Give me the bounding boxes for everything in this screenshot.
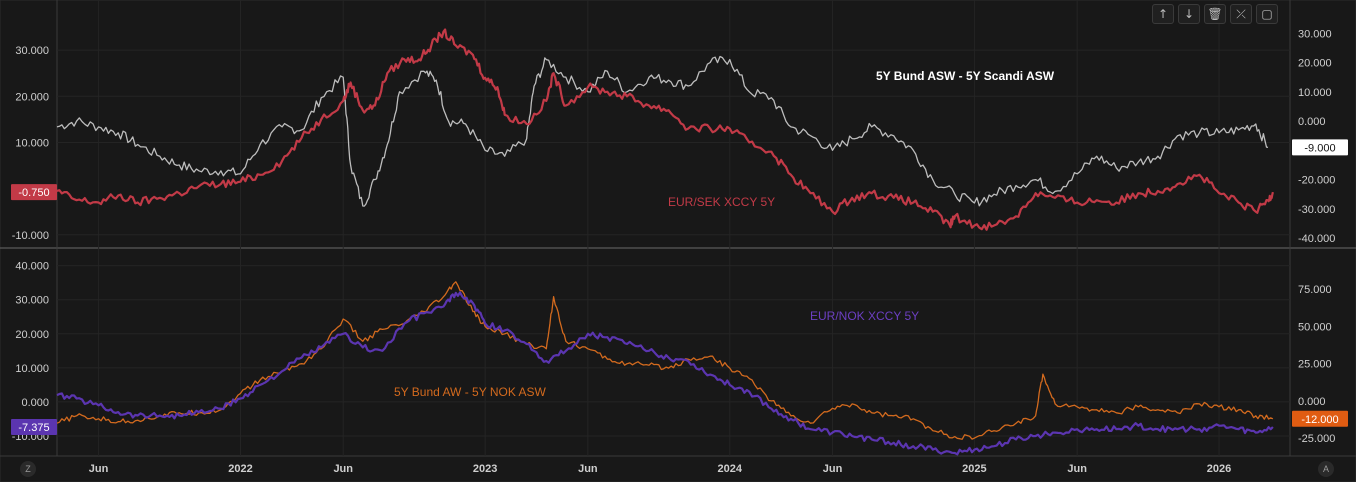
x-tick-label: Jun [823,463,843,475]
x-tick-label: Jun [89,463,109,475]
right-tick-label: -25.000 [1298,433,1335,445]
right-tick-label: 0.000 [1298,116,1326,128]
badge-value: -9.000 [1304,142,1335,154]
pane-toolbar: ↑ ↓ 🗑 ⤫ ▢ [1152,4,1278,24]
move-down-button[interactable]: ↓ [1178,4,1200,24]
move-up-button[interactable]: ↑ [1152,4,1174,24]
move-down-icon: ↓ [1183,7,1195,21]
x-tick-label: 2024 [718,463,743,475]
series-annotation: EUR/SEK XCCY 5Y [668,195,775,209]
right-tick-label: 20.000 [1298,58,1332,70]
badge-value: -0.750 [18,187,49,199]
delete-pane-button[interactable]: 🗑 [1204,4,1226,24]
badge-layer: -0.750 -9.000 -7.375 -12.000 [11,139,1348,436]
series-line-top-right[interactable] [56,55,1269,207]
left-tick-label: -10.000 [12,230,49,242]
left-tick-label: 20.000 [15,91,49,103]
maximize-pane-button[interactable]: ▢ [1256,4,1278,24]
trash-icon: 🗑 [1207,7,1223,21]
auto-scale-button[interactable]: A [1318,461,1334,477]
x-tick-label: Jun [333,463,353,475]
series-line-top-left[interactable] [56,28,1274,231]
series-line-bottom-left[interactable] [56,291,1274,456]
maximize-icon: ▢ [1261,7,1273,21]
right-tick-label: -30.000 [1298,204,1335,216]
series-annotation: 5Y Bund AW - 5Y NOK ASW [394,385,547,399]
zoom-label: Z [25,464,31,474]
x-tick-label: 2025 [962,463,986,475]
collapse-icon: ⤫ [1236,6,1246,21]
series-annotation: EUR/NOK XCCY 5Y [810,309,919,323]
x-tick-label: 2022 [228,463,252,475]
last-value-badge-left: -7.375 [11,419,57,436]
last-value-badge-right: -12.000 [1292,410,1348,427]
last-value-badge-left: -0.750 [11,184,57,201]
x-tick-label: 2023 [473,463,497,475]
right-tick-label: -20.000 [1298,175,1335,187]
badge-value: -12.000 [1301,414,1338,426]
right-tick-label: 50.000 [1298,321,1332,333]
badge-value: -7.375 [18,422,49,434]
right-tick-label: 10.000 [1298,87,1332,99]
auto-scale-label: A [1322,464,1329,474]
left-tick-label: 10.000 [15,363,49,375]
move-up-icon: ↑ [1157,7,1169,21]
left-tick-label: 30.000 [15,295,49,307]
x-tick-label: Jun [1067,463,1087,475]
last-value-badge-right: -9.000 [1292,139,1348,156]
left-tick-label: 0.000 [21,397,49,409]
left-tick-label: 40.000 [15,261,49,273]
x-tick-label: Jun [578,463,598,475]
left-tick-label: 20.000 [15,329,49,341]
annotation-layer: 5Y Bund ASW - 5Y Scandi ASW EUR/SEK XCCY … [394,69,1055,399]
right-tick-label: 25.000 [1298,359,1332,371]
collapse-pane-button[interactable]: ⤫ [1230,4,1252,24]
series-annotation: 5Y Bund ASW - 5Y Scandi ASW [876,69,1055,83]
left-tick-label: 10.000 [15,137,49,149]
zoom-toggle-button[interactable]: Z [20,461,36,477]
right-tick-label: 75.000 [1298,284,1332,296]
series-layer [56,28,1274,456]
left-tick-label: 30.000 [15,45,49,57]
right-tick-label: 30.000 [1298,28,1332,40]
axis-layer: Jun 2022 Jun 2023 Jun 2024 Jun 2025 Jun 2026 30.00… [12,28,1336,475]
x-tick-label: 2026 [1207,463,1231,475]
right-tick-label: -40.000 [1298,233,1335,245]
right-tick-label: 0.000 [1298,396,1326,408]
